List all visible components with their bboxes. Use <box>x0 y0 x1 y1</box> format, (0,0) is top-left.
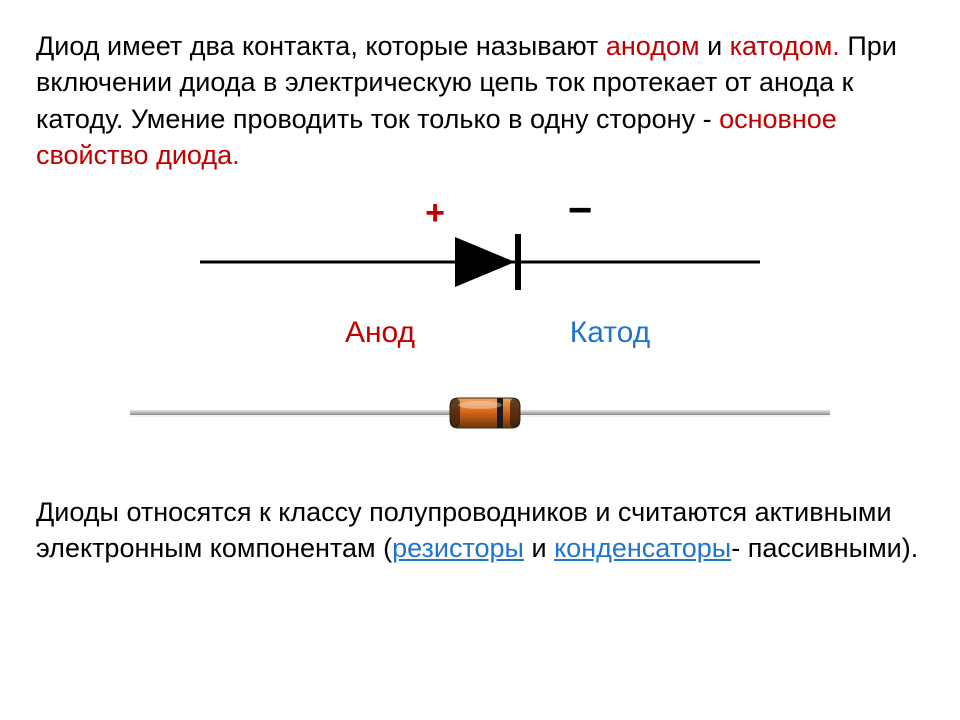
minus-sign: − <box>568 192 593 233</box>
cathode-band <box>497 398 503 428</box>
text-anode: анодом <box>606 31 700 61</box>
text-seg: Диод имеет два контакта, которые называю… <box>36 31 606 61</box>
intro-paragraph: Диод имеет два контакта, которые называю… <box>36 28 924 174</box>
text-cathode: катодом. <box>730 31 840 61</box>
lead-right <box>520 410 830 415</box>
anode-label: Анод <box>345 316 415 349</box>
diode-photo-svg <box>120 374 840 454</box>
plus-sign: + <box>425 194 445 232</box>
semiconductor-paragraph: Диоды относятся к классу полупроводников… <box>36 494 924 567</box>
link-capacitors[interactable]: конденсаторы <box>554 533 731 563</box>
diode-triangle <box>455 237 515 287</box>
body-endcap-left <box>450 398 460 428</box>
schematic-svg: + − Анод Катод <box>180 192 780 362</box>
body-highlight <box>458 401 502 409</box>
text-seg: и <box>700 31 730 61</box>
cathode-bar <box>515 234 521 290</box>
link-resistors[interactable]: резисторы <box>392 533 524 563</box>
body-endcap-right <box>510 398 520 428</box>
diode-schematic: + − Анод Катод <box>36 192 924 362</box>
lead-left <box>130 410 450 415</box>
diode-photo <box>36 374 924 454</box>
text-seg: - пассивными). <box>731 533 918 563</box>
text-seg: и <box>524 533 554 563</box>
cathode-label: Катод <box>570 316 650 349</box>
